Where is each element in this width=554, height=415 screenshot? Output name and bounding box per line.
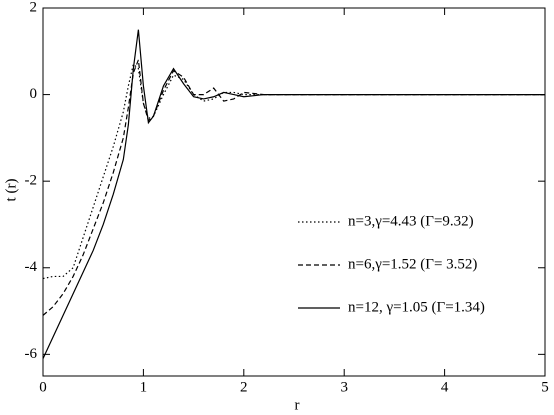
legend-label: n=6,γ=1.52 (Γ= 3.52) [348, 256, 477, 272]
x-tick-label: 1 [140, 379, 148, 395]
x-tick-label: 5 [541, 379, 549, 395]
y-tick-label: 0 [30, 86, 38, 102]
legend-label: n=3,γ=4.43 (Γ=9.32) [348, 213, 474, 229]
y-tick-label: -4 [25, 259, 38, 275]
x-tick-label: 2 [240, 379, 248, 395]
y-axis-label: t (r) [3, 179, 19, 202]
series-line [42, 59, 545, 316]
plot-frame [42, 7, 546, 377]
x-tick-label: 4 [441, 379, 449, 395]
y-tick-label: 2 [30, 0, 38, 15]
x-tick-label: 3 [340, 379, 348, 395]
legend-label: n=12, γ=1.05 (Γ=1.34) [348, 299, 485, 315]
y-tick-label: -2 [25, 173, 38, 189]
series-line [42, 63, 545, 280]
x-axis-label: r [295, 397, 300, 413]
x-tick-label: 0 [39, 379, 47, 395]
y-tick-label: -6 [25, 346, 38, 362]
series-line [42, 29, 545, 359]
